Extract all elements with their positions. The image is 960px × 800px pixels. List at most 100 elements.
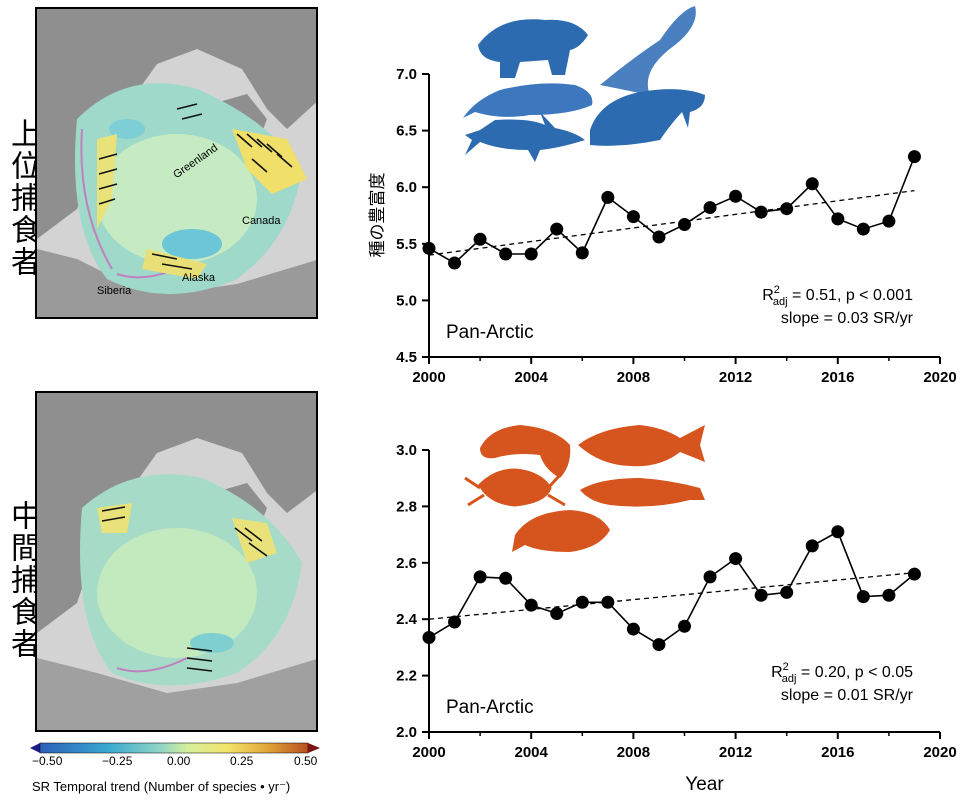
x-tick-label: 2004: [515, 744, 549, 761]
x-tick-label: 2020: [923, 744, 956, 761]
bottom-silhouettes: [464, 425, 705, 552]
y-tick-label: 2.8: [396, 498, 417, 515]
data-point: [652, 638, 666, 652]
x-axis-label: Year: [685, 774, 724, 795]
data-point: [524, 598, 538, 612]
x-tick-label: 2008: [617, 369, 650, 386]
x-tick-label: 2000: [412, 369, 445, 386]
data-point: [652, 230, 666, 244]
data-point: [626, 622, 640, 636]
data-point: [422, 631, 436, 645]
data-point: [780, 585, 794, 599]
crab-icon: [464, 468, 566, 507]
y-axis-label: 種の豊富度: [368, 173, 387, 258]
y-tick-label: 6.0: [396, 179, 417, 196]
colorbar-tick: 0.25: [230, 754, 254, 768]
y-tick-label: 2.0: [396, 724, 417, 741]
y-tick-label: 5.0: [396, 292, 417, 309]
colorbar-tick: −0.50: [32, 754, 63, 768]
mesopredator-map: [35, 391, 318, 732]
data-point: [448, 615, 462, 629]
y-tick-label: 6.5: [396, 123, 417, 140]
series-line: [428, 156, 916, 265]
polar-bear-icon: [478, 19, 588, 78]
data-point: [831, 525, 845, 539]
x-tick-label: 2008: [617, 744, 650, 761]
siberia-label: Siberia: [97, 285, 132, 297]
flatfish-icon: [512, 510, 610, 552]
data-point: [729, 552, 743, 566]
y-tick-label: 4.5: [396, 349, 417, 366]
shark-icon: [465, 112, 585, 162]
mesopredator-chart: 2000 2004 2008 2012 2016 2020 2.0 2.2 2.4 2.6 2.8 3…: [396, 442, 957, 795]
data-point: [882, 214, 896, 228]
albatross-icon: [600, 6, 696, 95]
top-predator-map: Greenland Canada Siberia Alaska: [35, 7, 318, 319]
data-point: [499, 571, 513, 585]
colorbar-tick: 0.50: [294, 754, 318, 768]
region-label: Pan-Arctic: [446, 697, 534, 718]
beluga-icon: [463, 83, 593, 118]
y-tick-label: 2.2: [396, 668, 417, 685]
top-panel-label: 上位捕食者: [5, 118, 40, 278]
x-tick-label: 2000: [412, 744, 445, 761]
data-point: [907, 567, 921, 581]
data-point: [882, 588, 896, 602]
colorbar: −0.50 −0.25 0.00 0.25 0.50 SR Temporal t…: [30, 742, 320, 798]
data-point: [601, 595, 615, 609]
bottom-panel-label: 中間捕食者: [5, 500, 40, 660]
bottom-map-svg: [37, 393, 316, 730]
x-tick-label: 2012: [719, 744, 752, 761]
data-point: [626, 210, 640, 224]
trend-line: [428, 572, 915, 620]
top-map-svg: Greenland Canada Siberia Alaska: [37, 9, 316, 317]
data-point: [703, 570, 717, 584]
series-line: [428, 530, 915, 646]
data-point: [448, 256, 462, 270]
x-tick-label: 2016: [821, 369, 854, 386]
data-point: [678, 619, 691, 633]
data-point: [703, 201, 717, 215]
shrimp-icon: [480, 425, 571, 478]
data-point: [805, 177, 819, 191]
colorbar-title: SR Temporal trend (Number of species • y…: [32, 779, 291, 794]
trend-line: [428, 189, 915, 256]
canada-label: Canada: [242, 215, 281, 227]
data-point: [907, 150, 921, 164]
top-silhouettes: [463, 6, 705, 162]
eelpout-icon: [580, 478, 705, 507]
colorbar-tick: −0.25: [102, 754, 133, 768]
data-point: [805, 539, 819, 553]
data-point: [856, 590, 870, 604]
slope-stat: slope = 0.01 SR/yr: [781, 687, 914, 704]
y-tick-label: 3.0: [396, 442, 417, 459]
cod-icon: [578, 425, 705, 467]
data-point: [729, 189, 743, 203]
data-point: [473, 570, 487, 584]
data-point: [575, 246, 589, 260]
data-point: [524, 247, 538, 261]
x-tick-label: 2020: [923, 369, 956, 386]
data-point: [831, 212, 845, 226]
x-tick-label: 2012: [719, 369, 752, 386]
y-tick-label: 2.6: [396, 555, 417, 572]
data-point: [754, 588, 768, 602]
colorbar-gradient: [30, 742, 320, 754]
data-point: [601, 190, 615, 204]
data-point: [856, 222, 870, 236]
y-tick-label: 5.5: [396, 236, 417, 253]
data-point: [575, 595, 589, 609]
data-point: [678, 218, 691, 232]
x-tick-label: 2004: [515, 369, 549, 386]
data-point: [754, 205, 768, 219]
r2-stat: R2 adj = 0.51, p < 0.001: [762, 284, 913, 308]
colorbar-tick: 0.00: [167, 754, 191, 768]
data-point: [473, 232, 487, 246]
slope-stat: slope = 0.03 SR/yr: [781, 310, 914, 327]
data-point: [550, 222, 564, 236]
walrus-icon: [590, 89, 705, 146]
top-predator-chart: 2000 2004 2008 2012 2016 2020 4.5 5.0 5.5 6.0 6.5 7…: [368, 66, 957, 386]
region-label: Pan-Arctic: [446, 322, 534, 343]
data-point: [499, 247, 513, 261]
